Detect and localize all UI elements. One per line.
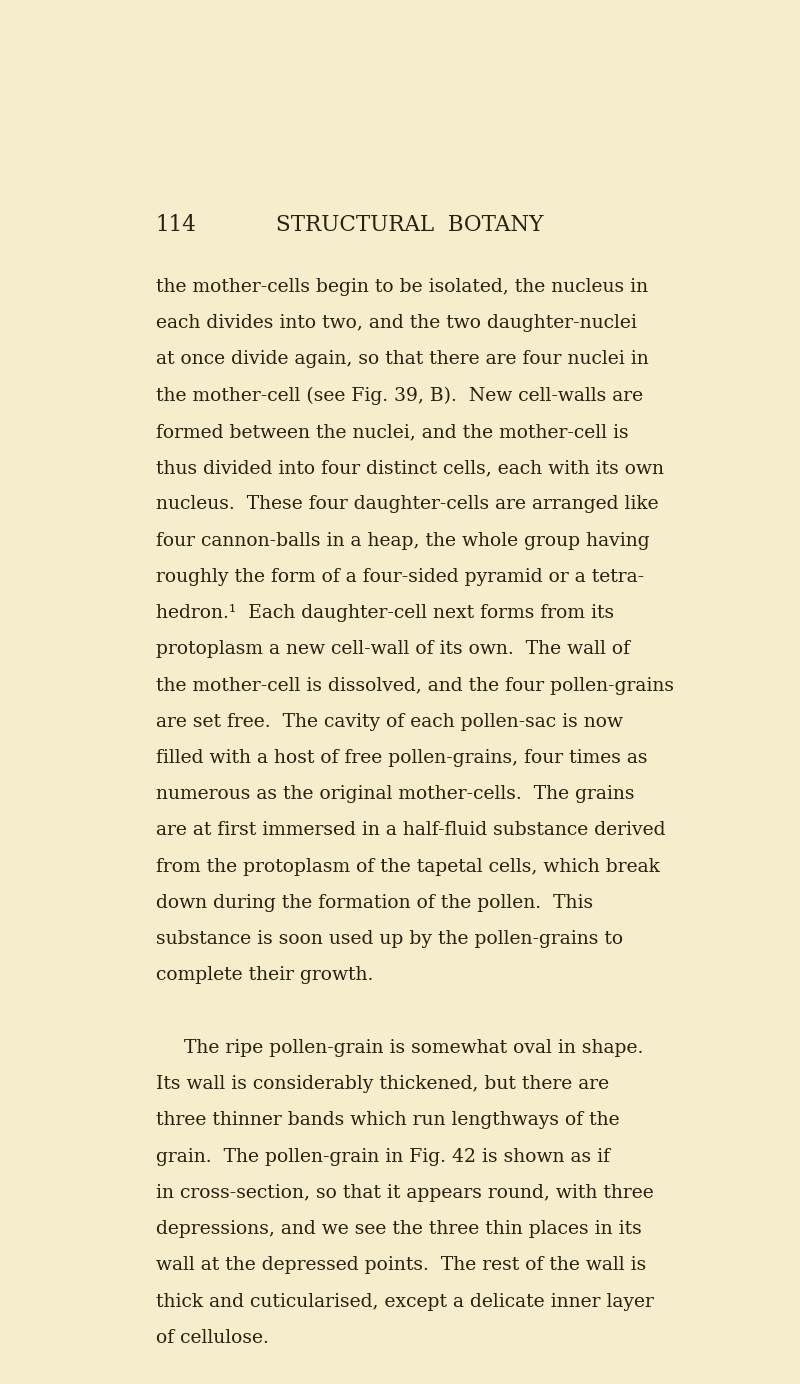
- Text: complete their growth.: complete their growth.: [156, 966, 373, 984]
- Text: hedron.¹  Each daughter-cell next forms from its: hedron.¹ Each daughter-cell next forms f…: [156, 603, 614, 621]
- Text: nucleus.  These four daughter-cells are arranged like: nucleus. These four daughter-cells are a…: [156, 495, 658, 513]
- Text: grain.  The pollen-grain in Fig. 42 is shown as if: grain. The pollen-grain in Fig. 42 is sh…: [156, 1147, 610, 1165]
- Text: at once divide again, so that there are four nuclei in: at once divide again, so that there are …: [156, 350, 649, 368]
- Text: wall at the depressed points.  The rest of the wall is: wall at the depressed points. The rest o…: [156, 1257, 646, 1275]
- Text: down during the formation of the pollen.  This: down during the formation of the pollen.…: [156, 894, 593, 912]
- Text: in cross-section, so that it appears round, with three: in cross-section, so that it appears rou…: [156, 1183, 654, 1201]
- Text: protoplasm a new cell-wall of its own.  The wall of: protoplasm a new cell-wall of its own. T…: [156, 641, 630, 659]
- Text: the mother-cell is dissolved, and the four pollen-grains: the mother-cell is dissolved, and the fo…: [156, 677, 674, 695]
- Text: four cannon-balls in a heap, the whole group having: four cannon-balls in a heap, the whole g…: [156, 531, 650, 549]
- Text: thick and cuticularised, except a delicate inner layer: thick and cuticularised, except a delica…: [156, 1293, 654, 1311]
- Text: from the protoplasm of the tapetal cells, which break: from the protoplasm of the tapetal cells…: [156, 858, 660, 876]
- Text: roughly the form of a four-sided pyramid or a tetra-: roughly the form of a four-sided pyramid…: [156, 567, 644, 585]
- Text: the mother-cell (see Fig. 39, B).  New cell-walls are: the mother-cell (see Fig. 39, B). New ce…: [156, 386, 643, 406]
- Text: Its wall is considerably thickened, but there are: Its wall is considerably thickened, but …: [156, 1075, 609, 1093]
- Text: the mother-cells begin to be isolated, the nucleus in: the mother-cells begin to be isolated, t…: [156, 278, 648, 296]
- Text: each divides into two, and the two daughter-nuclei: each divides into two, and the two daugh…: [156, 314, 637, 332]
- Text: STRUCTURAL  BOTANY: STRUCTURAL BOTANY: [276, 215, 544, 237]
- Text: depressions, and we see the three thin places in its: depressions, and we see the three thin p…: [156, 1221, 642, 1239]
- Text: substance is soon used up by the pollen-grains to: substance is soon used up by the pollen-…: [156, 930, 623, 948]
- Text: numerous as the original mother-cells.  The grains: numerous as the original mother-cells. T…: [156, 785, 634, 803]
- Text: three thinner bands which run lengthways of the: three thinner bands which run lengthways…: [156, 1111, 619, 1129]
- Text: formed between the nuclei, and the mother-cell is: formed between the nuclei, and the mothe…: [156, 424, 629, 441]
- Text: are set free.  The cavity of each pollen-sac is now: are set free. The cavity of each pollen-…: [156, 713, 622, 731]
- Text: are at first immersed in a half-fluid substance derived: are at first immersed in a half-fluid su…: [156, 822, 666, 840]
- Text: filled with a host of free pollen-grains, four times as: filled with a host of free pollen-grains…: [156, 749, 647, 767]
- Text: thus divided into four distinct cells, each with its own: thus divided into four distinct cells, e…: [156, 459, 664, 477]
- Text: of cellulose.: of cellulose.: [156, 1329, 269, 1347]
- Text: The ripe pollen-grain is somewhat oval in shape.: The ripe pollen-grain is somewhat oval i…: [184, 1039, 643, 1057]
- Text: 114: 114: [156, 215, 197, 237]
